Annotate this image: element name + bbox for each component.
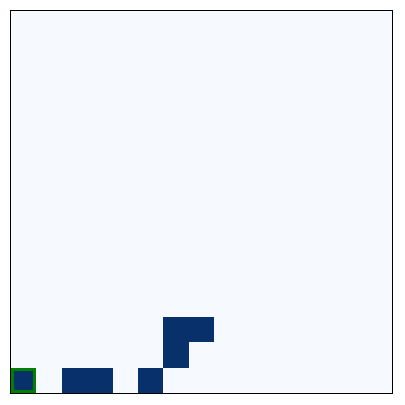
filled-cell[interactable] bbox=[138, 367, 164, 393]
filled-cell[interactable] bbox=[61, 367, 88, 393]
filled-cell[interactable] bbox=[87, 367, 113, 393]
filled-cell[interactable] bbox=[163, 316, 189, 343]
filled-cell[interactable] bbox=[188, 316, 215, 343]
cursor-cell[interactable] bbox=[11, 367, 37, 393]
game-board[interactable] bbox=[10, 10, 393, 394]
filled-cell[interactable] bbox=[163, 342, 189, 368]
